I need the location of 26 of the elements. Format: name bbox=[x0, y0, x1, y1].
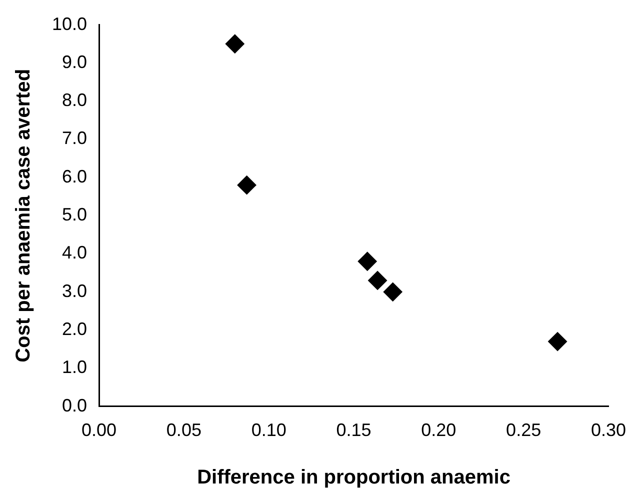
y-tick-label: 5.0 bbox=[62, 204, 88, 225]
y-tick-label: 10.0 bbox=[52, 14, 88, 34]
y-tick-label: 0.0 bbox=[62, 395, 88, 416]
x-tick-label: 0.20 bbox=[421, 420, 456, 440]
y-tick-label: 3.0 bbox=[62, 280, 88, 301]
y-tick-label: 2.0 bbox=[62, 319, 88, 340]
y-tick-label: 4.0 bbox=[62, 242, 88, 263]
x-axis-title: Difference in proportion anaemic bbox=[197, 466, 510, 489]
x-tick-label: 0.30 bbox=[590, 420, 626, 440]
point bbox=[383, 282, 402, 302]
point bbox=[237, 176, 256, 195]
x-tick-label: 0.25 bbox=[506, 420, 542, 440]
point bbox=[358, 252, 377, 271]
x-tick-label: 0.10 bbox=[251, 420, 286, 440]
x-tick-label: 0.00 bbox=[82, 420, 117, 440]
point bbox=[225, 34, 244, 54]
y-tick-label: 1.0 bbox=[62, 357, 88, 378]
y-tick-label: 8.0 bbox=[62, 90, 88, 110]
y-tick-label: 9.0 bbox=[62, 52, 88, 72]
y-axis-title: Cost per anaemia case averted bbox=[12, 68, 35, 362]
y-tick-label: 7.0 bbox=[62, 128, 88, 148]
point bbox=[548, 332, 568, 352]
point bbox=[368, 270, 388, 290]
x-tick-label: 0.05 bbox=[166, 420, 202, 440]
x-tick-label: 0.15 bbox=[336, 420, 372, 440]
y-tick-label: 6.0 bbox=[62, 166, 88, 186]
